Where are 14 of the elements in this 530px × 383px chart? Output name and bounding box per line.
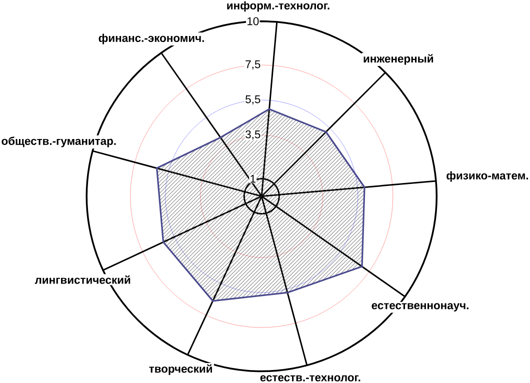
spoke-label: информ.-технолог.: [227, 1, 330, 12]
spoke-label: финанс.-экономич.: [98, 34, 204, 44]
spoke-label: естеств.-технолог.: [260, 375, 360, 382]
y-tick-label: 10: [248, 17, 259, 26]
spoke-label: естественнонауч.: [372, 303, 468, 312]
spoke-label: инженерный: [364, 54, 434, 65]
y-tick-label: 3,5: [246, 130, 260, 140]
spoke-label: физико-матем.: [446, 171, 528, 182]
y-tick-label: 7,5: [246, 60, 260, 70]
spoke-label: лингвистический: [34, 276, 130, 284]
spoke-label: творческий: [149, 364, 212, 376]
y-tick-label: 1: [250, 175, 256, 183]
y-tick-label: 5,5: [246, 96, 260, 105]
spoke-label: обществ.-гуманитар.: [2, 136, 116, 148]
